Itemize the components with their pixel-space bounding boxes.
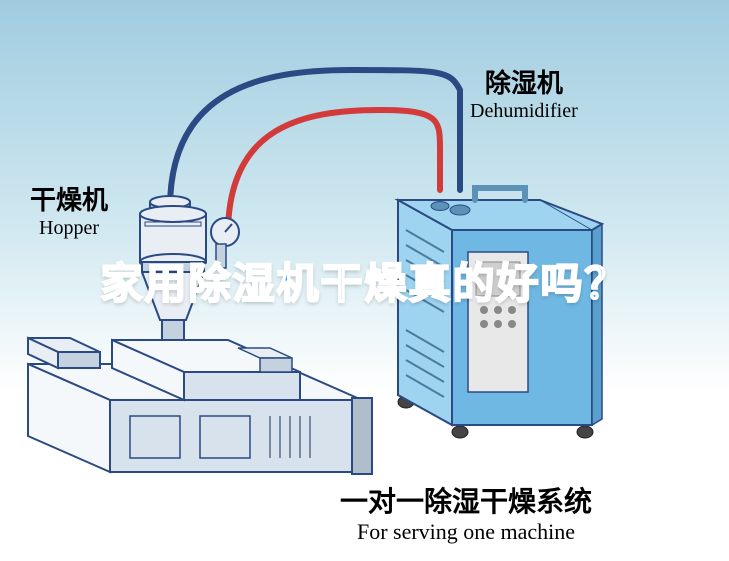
diagram-stage: 家用除湿机干燥真的好吗？ 干燥机 Hopper 除湿机 Dehumidifier… (0, 0, 729, 561)
dehumidifier-unit (398, 188, 602, 438)
blue-tube (170, 70, 460, 208)
processing-machine (28, 338, 372, 474)
headline-overlay: 家用除湿机干燥真的好吗？ (0, 250, 729, 311)
